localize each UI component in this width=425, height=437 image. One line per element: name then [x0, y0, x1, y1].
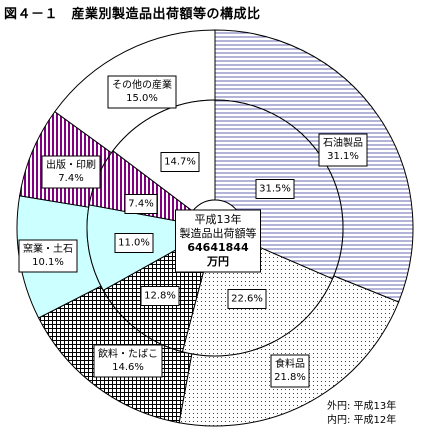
outer-label-4-text: 出版・印刷	[46, 158, 96, 171]
outer-label-3-text: 10.1%	[32, 257, 64, 268]
inner-label-2: 12.8%	[140, 286, 180, 306]
inner-label-5-text: 14.7%	[164, 157, 196, 168]
inner-label-5: 14.7%	[160, 152, 200, 172]
outer-label-3-box	[18, 239, 78, 273]
chart-title: 図４－１ 産業別製造品出荷額等の構成比	[4, 7, 261, 22]
outer-label-5: その他の産業 15.0%	[107, 75, 177, 109]
center-total-label-text: 平成13年	[195, 212, 242, 226]
outer-label-2-box	[93, 344, 163, 378]
outer-label-2-text: 飲料・たばこ	[98, 347, 158, 360]
inner-label-0-box	[255, 179, 295, 199]
outer-label-0-box	[318, 133, 368, 167]
outer-label-0: 石油製品 31.1%	[318, 133, 368, 167]
outer-label-5-box	[107, 75, 177, 109]
outer-label-3: 窯業・土石 10.1%	[18, 239, 78, 273]
center-total-label-text: 製造品出荷額等	[180, 226, 257, 240]
inner-label-4-text: 7.4%	[128, 199, 153, 210]
inner-label-0-text: 31.5%	[259, 184, 291, 195]
center-total-label-box	[175, 209, 261, 273]
legend-inner-note: 内円: 平成12年	[327, 415, 397, 426]
inner-label-1-box	[227, 289, 267, 309]
outer-label-1-text: 食料品	[275, 357, 305, 370]
outer-label-5-text: 15.0%	[126, 93, 158, 104]
outer-label-1: 食料品 21.8%	[270, 354, 310, 388]
ring-legend: 外円: 平成13年 内円: 平成12年	[327, 400, 396, 428]
outer-label-4: 出版・印刷 7.4%	[41, 155, 101, 189]
outer-label-2-text: 14.6%	[112, 362, 144, 373]
legend-outer-note: 外円: 平成13年	[327, 401, 397, 412]
inner-label-1-text: 22.6%	[231, 294, 263, 305]
inner-label-0: 31.5%	[255, 179, 295, 199]
inner-label-4: 7.4%	[124, 194, 158, 214]
inner-label-3: 11.0%	[114, 233, 154, 253]
inner-label-3-box	[114, 233, 154, 253]
outer-label-1-text: 21.8%	[274, 372, 306, 383]
outer-label-2: 飲料・たばこ 14.6%	[93, 344, 163, 378]
inner-label-3-text: 11.0%	[118, 238, 150, 249]
slice-labels: 石油製品 31.1% 食料品 21.8% 飲料・たばこ 14.6% 窯業・土石 10.1% 出版…	[18, 75, 368, 388]
outer-label-3-text: 窯業・土石	[23, 242, 73, 255]
outer-label-1-box	[270, 354, 310, 388]
outer-label-5-text: その他の産業	[112, 78, 172, 91]
inner-label-2-box	[140, 286, 180, 306]
center-total-label-text: 万円	[206, 255, 229, 268]
inner-label-4-box	[124, 194, 158, 214]
outer-label-0-text: 31.1%	[327, 151, 359, 162]
outer-label-0-text: 石油製品	[323, 136, 363, 149]
inner-label-1: 22.6%	[227, 289, 267, 309]
inner-label-5-box	[160, 152, 200, 172]
inner-label-2-text: 12.8%	[144, 291, 176, 302]
center-total-label-text: 64641844	[187, 241, 249, 254]
outer-label-4-box	[41, 155, 101, 189]
outer-label-4-text: 7.4%	[58, 173, 83, 184]
